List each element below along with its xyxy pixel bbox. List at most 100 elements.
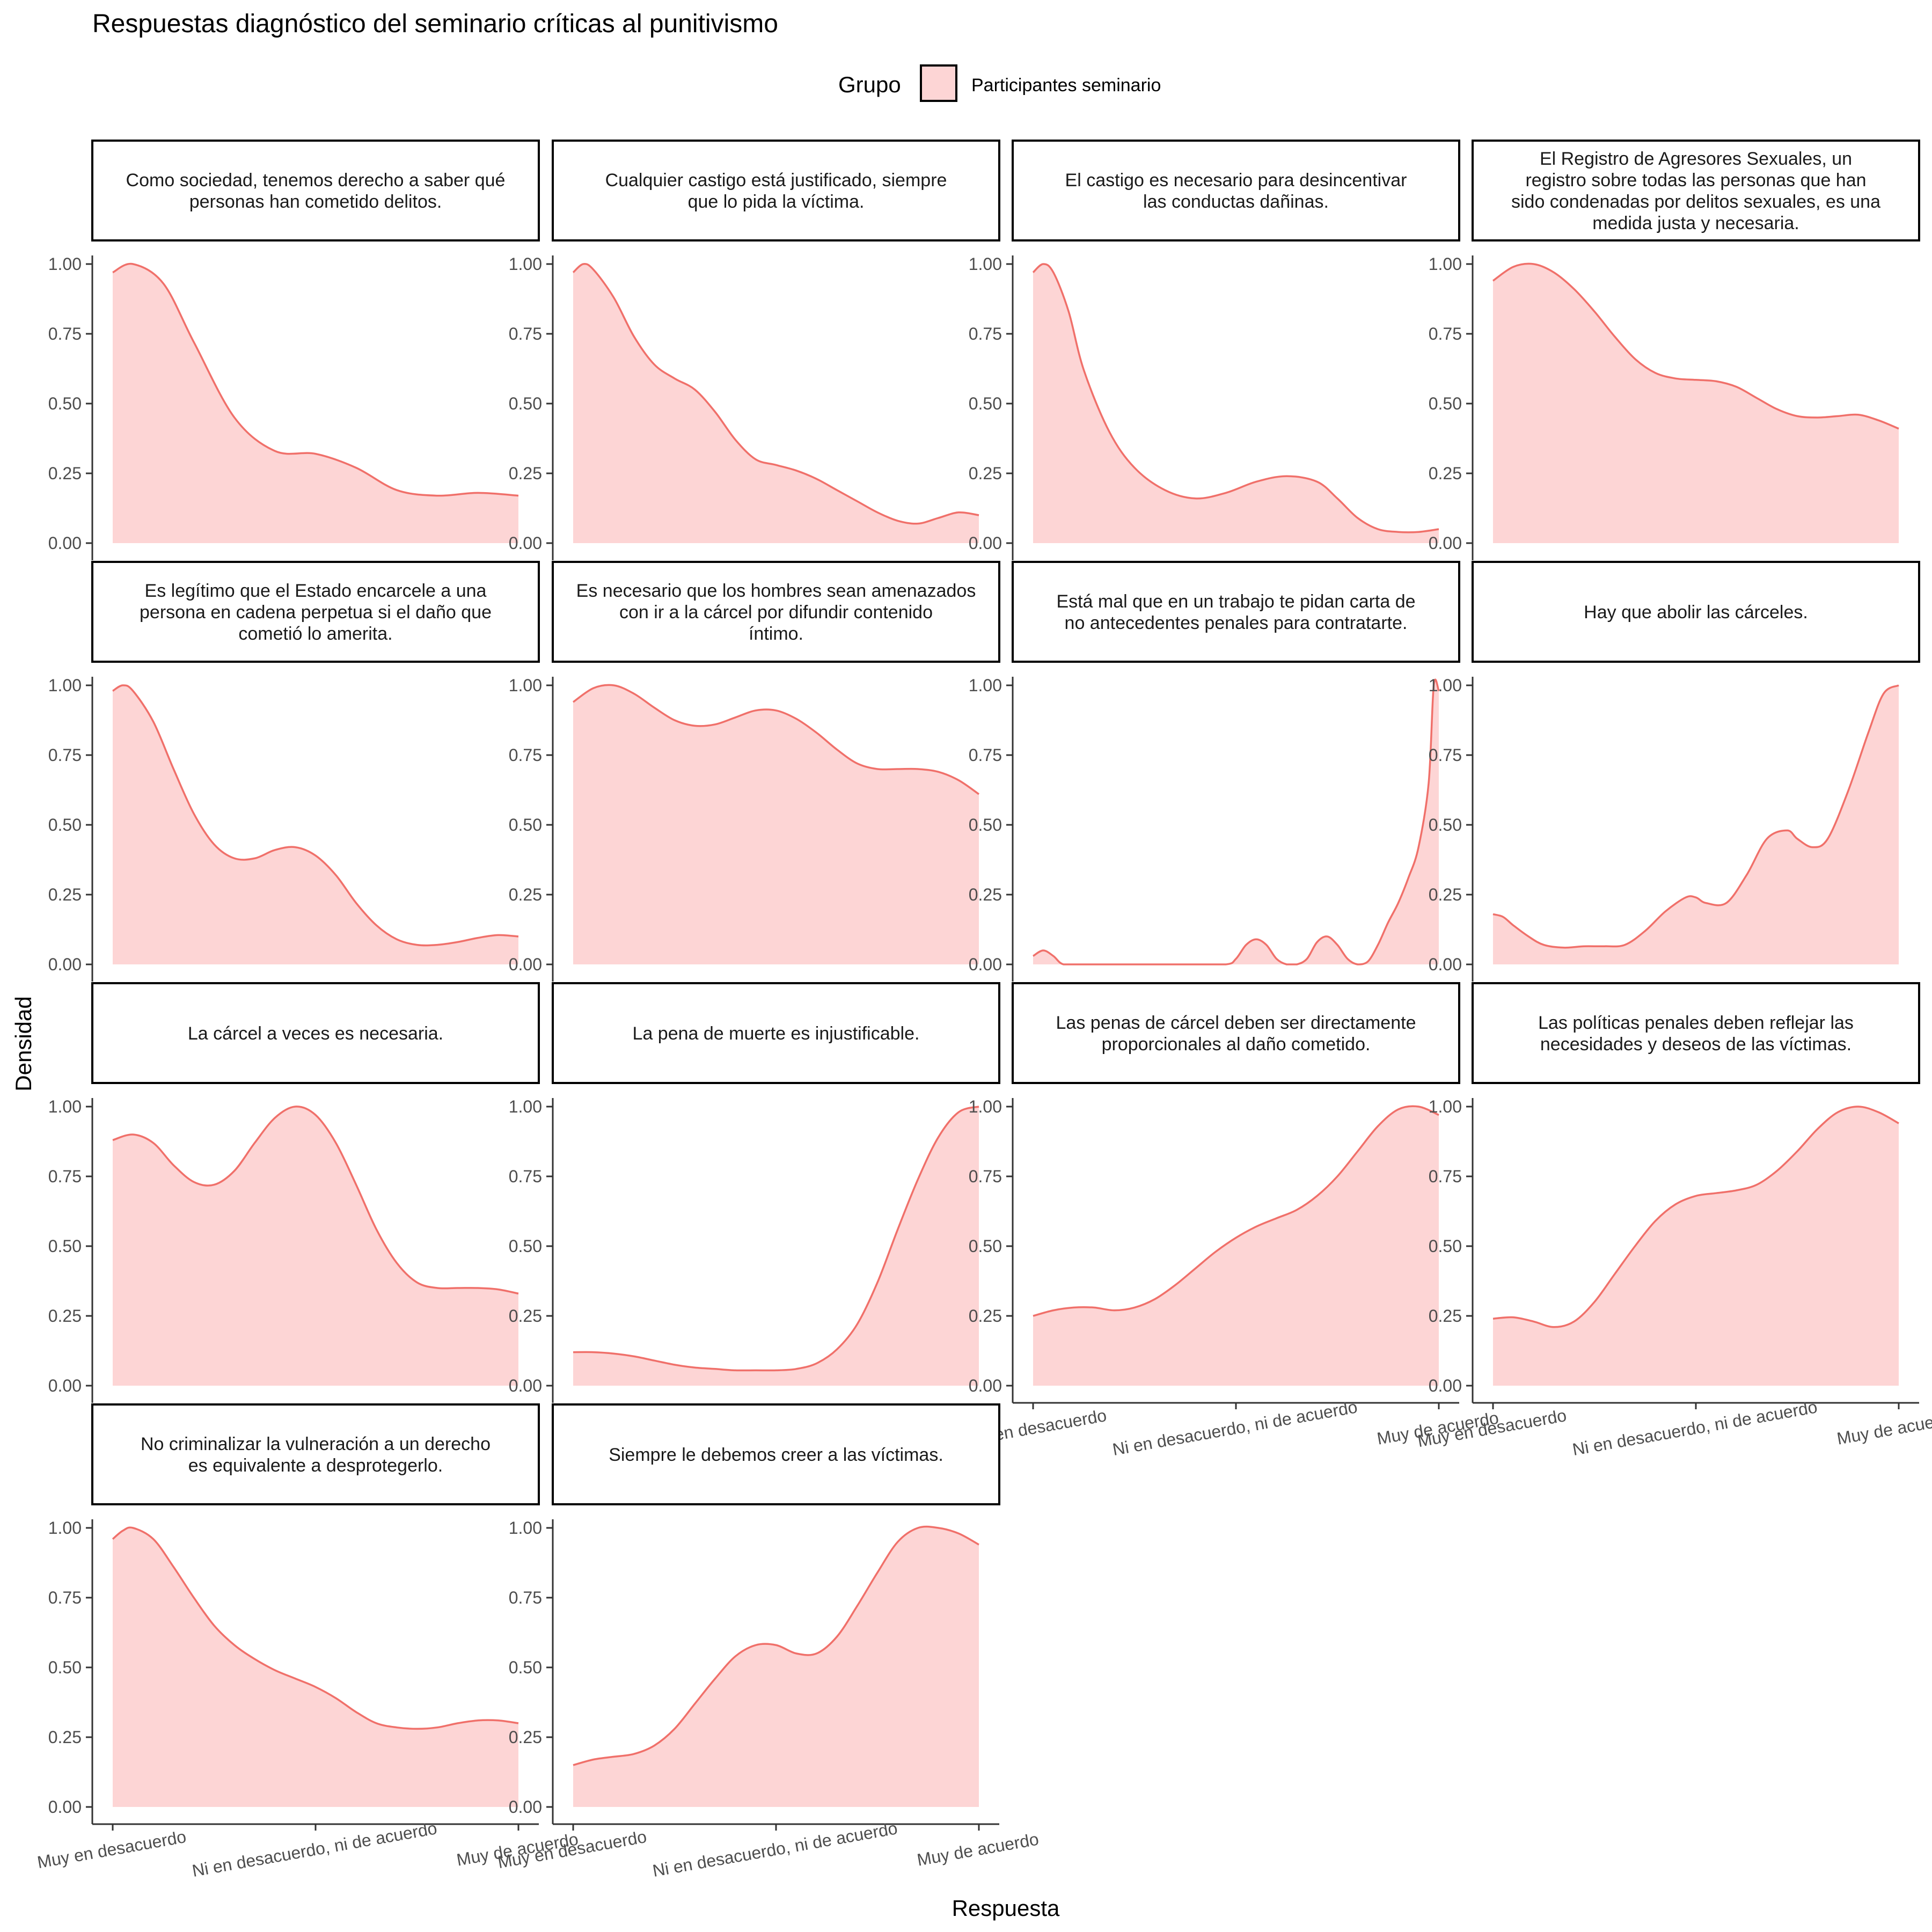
y-tick-label: 0.25: [509, 464, 542, 483]
y-tick-label: 0.00: [509, 955, 542, 974]
y-tick-label: 0.75: [1429, 1167, 1462, 1186]
y-tick-label: 0.50: [509, 394, 542, 413]
y-tick-label: 0.75: [969, 1167, 1002, 1186]
density-area: [573, 685, 979, 964]
facet-title-line: Como sociedad, tenemos derecho a saber q…: [126, 170, 506, 191]
density-line: [572, 684, 979, 795]
facet-title-line: La cárcel a veces es necesaria.: [188, 1023, 443, 1044]
y-tick-label: 0.00: [48, 533, 82, 553]
facet-title-line: que lo pida la víctima.: [688, 192, 865, 212]
facet-title-line: Hay que abolir las cárceles.: [1584, 602, 1808, 623]
density-area: [1033, 264, 1439, 543]
facet-title-line: no antecedentes penales para contratarte…: [1065, 613, 1408, 633]
facet-panel: Siempre le debemos creer a las víctimas.…: [496, 1403, 1040, 1880]
y-tick-label: 0.00: [48, 1797, 82, 1817]
y-tick-label: 0.25: [48, 1728, 82, 1747]
facet-title-line: El castigo es necesario para desincentiv…: [1065, 170, 1407, 191]
facet-strip: [91, 1403, 540, 1505]
y-tick-label: 0.75: [1429, 324, 1462, 343]
y-tick-label: 0.25: [969, 464, 1002, 483]
facet-panel: El castigo es necesario para desincentiv…: [969, 140, 1460, 560]
facet-strip: [1012, 140, 1460, 241]
y-tick-label: 0.75: [48, 324, 82, 343]
density-line: [1033, 1105, 1439, 1317]
y-tick-label: 0.50: [48, 815, 82, 835]
density-line: [1492, 1106, 1899, 1328]
y-tick-label: 1.00: [48, 254, 82, 274]
y-tick-label: 0.75: [509, 324, 542, 343]
facet-title-line: Siempre le debemos creer a las víctimas.: [609, 1445, 943, 1465]
density-line: [1492, 684, 1899, 949]
y-tick-label: 1.00: [969, 254, 1002, 274]
facet-strip: [91, 140, 540, 241]
y-tick-label: 0.25: [969, 885, 1002, 904]
y-axis-title: Densidad: [11, 996, 36, 1091]
density-line: [112, 684, 519, 947]
y-tick-label: 0.75: [48, 1588, 82, 1607]
y-tick-label: 1.00: [1429, 254, 1462, 274]
y-tick-label: 0.00: [1429, 533, 1462, 553]
y-tick-label: 0.25: [509, 1306, 542, 1326]
density-area: [113, 685, 518, 964]
y-tick-label: 0.25: [1429, 464, 1462, 483]
legend-label: Participantes seminario: [971, 75, 1161, 96]
facet-panel: Es legítimo que el Estado encarcele a un…: [48, 561, 540, 982]
facet-title-line: El Registro de Agresores Sexuales, un: [1540, 149, 1852, 169]
density-area: [1033, 1106, 1439, 1386]
y-tick-label: 0.50: [48, 394, 82, 413]
y-tick-label: 0.50: [48, 1236, 82, 1256]
facet-panel: Como sociedad, tenemos derecho a saber q…: [48, 140, 540, 560]
facet-title-line: Es legítimo que el Estado encarcele a un…: [145, 581, 487, 601]
facet-panel: La cárcel a veces es necesaria. 0.00 0.25 0…: [48, 982, 540, 1403]
y-tick-label: 1.00: [1429, 1097, 1462, 1116]
facet-strip: [552, 982, 1000, 1084]
y-tick-label: 0.75: [48, 1167, 82, 1186]
y-tick-label: 1.00: [48, 1097, 82, 1116]
facet-title-line: con ir a la cárcel por difundir contenid…: [619, 602, 933, 623]
y-tick-label: 1.00: [48, 1518, 82, 1538]
facet-strip: [1012, 561, 1460, 663]
y-tick-label: 0.00: [509, 1376, 542, 1395]
y-tick-label: 0.25: [1429, 885, 1462, 904]
facet-panels: Como sociedad, tenemos derecho a saber q…: [36, 140, 1932, 1880]
y-tick-label: 0.75: [48, 745, 82, 765]
facet-panel: No criminalizar la vulneración a un dere…: [36, 1403, 580, 1880]
chart-title: Respuestas diagnóstico del seminario crí…: [92, 10, 778, 38]
facet-strip: [1472, 982, 1920, 1084]
x-tick-label: Ni en desacuerdo, ni de acuerdo: [191, 1818, 438, 1880]
y-tick-label: 0.50: [509, 815, 542, 835]
facet-title-line: La pena de muerte es injustificable.: [633, 1023, 920, 1044]
y-tick-label: 1.00: [509, 254, 542, 274]
density-line: [1033, 678, 1440, 965]
y-tick-label: 0.25: [48, 885, 82, 904]
density-line: [573, 1106, 979, 1372]
y-tick-label: 0.25: [509, 1728, 542, 1747]
facet-title-line: Es necesario que los hombres sean amenaz…: [576, 581, 976, 601]
y-tick-label: 0.00: [48, 1376, 82, 1395]
y-tick-label: 0.00: [48, 955, 82, 974]
legend: Grupo Participantes seminario: [838, 64, 1161, 102]
density-line: [112, 1106, 519, 1295]
y-tick-label: 0.75: [509, 1167, 542, 1186]
y-tick-label: 1.00: [509, 1518, 542, 1538]
y-tick-label: 1.00: [509, 676, 542, 695]
y-tick-label: 0.25: [969, 1306, 1002, 1326]
density-area: [113, 264, 518, 544]
legend-key: [920, 64, 957, 102]
x-tick-label: Muy en desacuerdo: [36, 1827, 188, 1872]
density-line: [573, 1525, 979, 1766]
facet-strip: [552, 561, 1000, 663]
facet-title-line: cometió lo amerita.: [238, 624, 392, 644]
x-tick-label: Ni en desacuerdo, ni de acuerdo: [1111, 1397, 1359, 1459]
facet-title-line: sido condenadas por delitos sexuales, es…: [1511, 192, 1880, 212]
y-tick-label: 0.00: [1429, 1376, 1462, 1395]
density-area: [113, 1527, 518, 1807]
facet-title-line: persona en cadena perpetua si el daño qu…: [140, 602, 492, 623]
facet-strip: [1472, 140, 1920, 241]
density-line: [1032, 263, 1439, 533]
facet-title-line: Las políticas penales deben reflejar las: [1538, 1013, 1854, 1033]
y-tick-label: 0.75: [969, 745, 1002, 765]
density-area: [573, 264, 979, 543]
density-line: [112, 262, 519, 497]
x-tick-label: Muy de acuerdo: [916, 1829, 1040, 1870]
